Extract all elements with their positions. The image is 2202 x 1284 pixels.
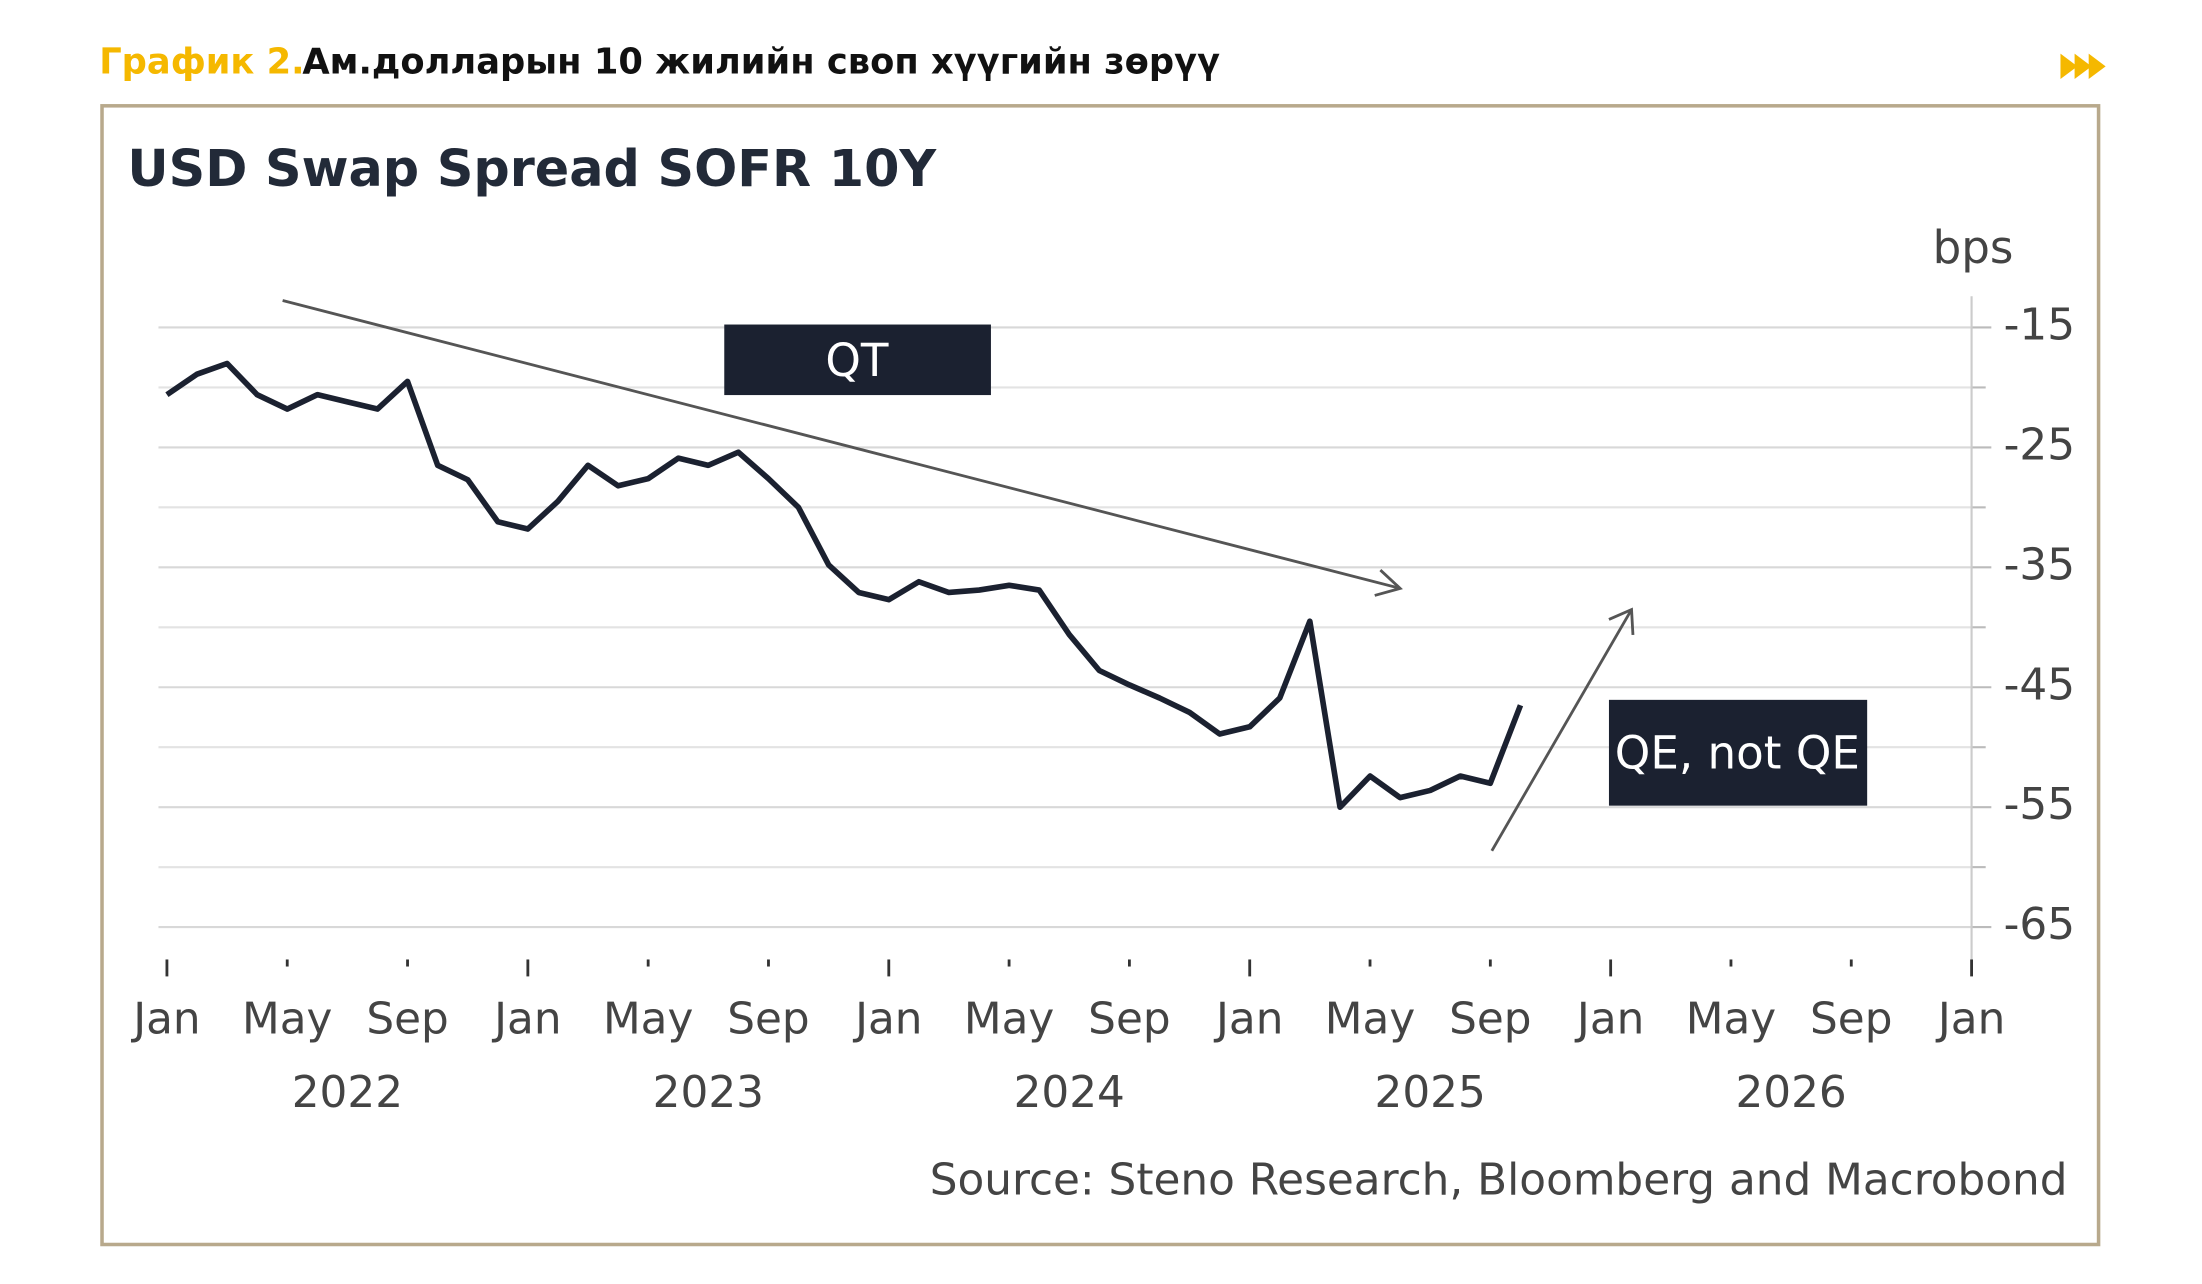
y-tick-label: -55	[2004, 779, 2075, 830]
frame	[100, 104, 2101, 1247]
x-tick-label: May	[1686, 994, 1776, 1045]
x-tick-label: May	[603, 994, 693, 1045]
x-tick-label: Jan	[130, 994, 200, 1045]
x-tick-label: Jan	[1213, 994, 1283, 1045]
annotation: QT	[825, 334, 889, 387]
x-tick-label: May	[242, 994, 332, 1045]
qt-arrow	[282, 299, 1403, 597]
y-tick-label: -45	[2004, 659, 2075, 710]
year-label: 2023	[653, 1067, 764, 1118]
qe-arrow	[1490, 607, 1635, 852]
x-tick-label: May	[1325, 994, 1415, 1045]
x-tick-label: Jan	[852, 994, 922, 1045]
annotation: QE, not QE	[1615, 726, 1860, 779]
x-tick-label: Sep	[1449, 994, 1531, 1045]
year-label: 2025	[1375, 1067, 1486, 1118]
source: Source: Steno Research, Bloomberg and Ma…	[930, 1154, 2068, 1205]
chart-title: USD Swap Spread SOFR 10Y	[127, 139, 937, 198]
x-tick-label: Jan	[1935, 994, 2005, 1045]
y-tick-label: -35	[2004, 539, 2075, 590]
series-line	[165, 360, 1524, 811]
figure-title: Ам.долларын 10 жилийн своп хүүгийн зөрүү	[302, 41, 1220, 82]
x-tick-label: May	[964, 994, 1054, 1045]
forward-icon	[2060, 53, 2106, 80]
year-label: 2026	[1735, 1067, 1846, 1118]
x-tick-label: Jan	[491, 994, 561, 1045]
year-label: 2024	[1014, 1067, 1125, 1118]
x-tick-label: Jan	[1574, 994, 1644, 1045]
y-axis-label: bps	[1933, 221, 2014, 274]
figure-label: График 2.	[99, 41, 304, 82]
x-tick-label: Sep	[1088, 994, 1170, 1045]
qe-box	[1608, 699, 1868, 806]
x-tick-label: Sep	[1810, 994, 1892, 1045]
qt-box	[724, 324, 991, 396]
y-tick-label: -65	[2004, 899, 2075, 950]
x-tick-label: Sep	[366, 994, 448, 1045]
plot: -15 -25 -35 -45 -55 -65 Jan May Sep Jan May Sep Jan M…	[130, 296, 2075, 1118]
year-label: 2022	[292, 1067, 403, 1118]
y-tick-label: -25	[2004, 419, 2075, 470]
y-tick-label: -15	[2004, 299, 2075, 350]
x-tick-label: Sep	[727, 994, 809, 1045]
